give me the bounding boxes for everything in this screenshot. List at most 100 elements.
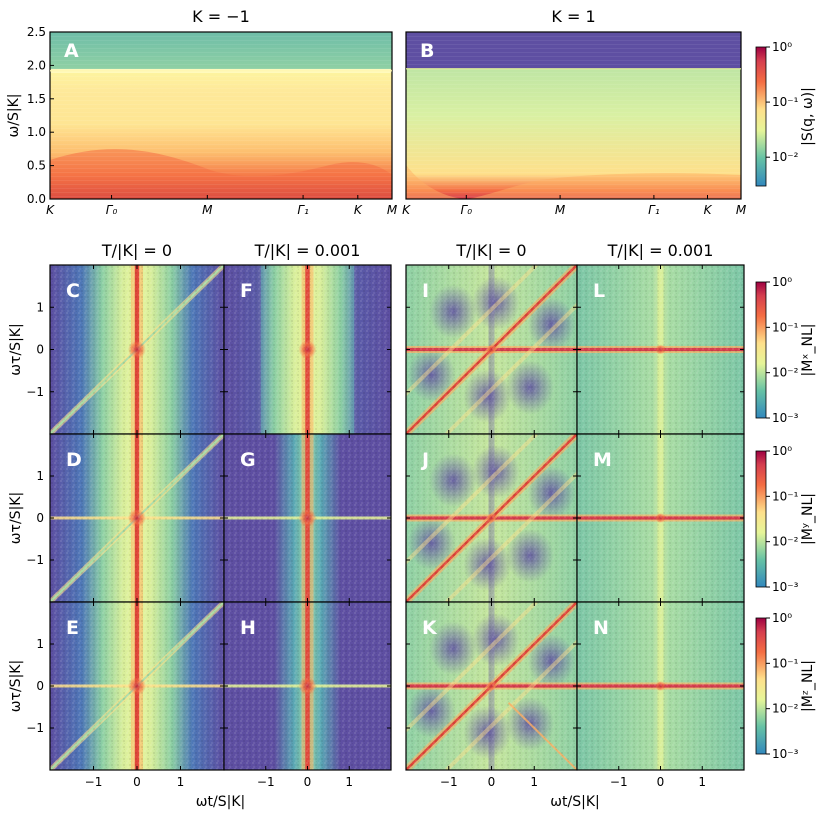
colorbar-label: |Mʸ_NL| [800,493,816,545]
colorbar-tick-label: 10⁻¹ [772,320,799,334]
panel-b-title: K = 1 [551,7,595,26]
x-tick-label: M [555,203,566,217]
panel-label-n: N [593,617,609,639]
x-tick-label: 0 [304,775,312,789]
x-tick-label: M [387,203,398,217]
panel-a [50,32,392,199]
x-tick-label: M [736,203,747,217]
y-tick-label: −1 [26,385,44,399]
panel-label-k: K [422,617,438,639]
panel-a-title: K = −1 [192,7,250,26]
x-tick-label: Γ₁ [648,203,660,217]
x-tick-label: 1 [345,775,353,789]
panel-b [406,32,741,199]
colorbar-s-tick-label: 10⁰ [772,40,792,54]
x-tick-label: Γ₀ [461,203,473,217]
x-tick-label: 1 [530,775,538,789]
panel-a-ylabel: ω/S|K| [6,94,22,138]
colorbar-tick-label: 10⁰ [772,611,792,625]
x-tick-label: −1 [257,775,275,789]
grid-ylabel: ωτ/S|K| [8,660,24,712]
panel-label-e: E [66,617,79,639]
x-tick-label: K [354,203,363,217]
colorbar-label: |Mᶻ_NL| [800,660,816,712]
column-title: T/|K| = 0 [455,241,526,260]
column-title: T/|K| = 0.001 [607,241,714,260]
x-tick-label: 0 [133,775,141,789]
x-tick-label: Γ₁ [297,203,309,217]
y-tick-label: 1 [36,637,44,651]
panel-label-l: L [593,280,605,302]
y-tick-label: 0.5 [27,159,46,173]
panel-e [50,602,224,770]
x-tick-label: 0 [488,775,496,789]
panel-label-b: B [420,40,434,62]
y-tick-label: 2.5 [27,25,46,39]
y-tick-label: −1 [26,721,44,735]
panel-c [50,265,224,434]
panel-n [577,602,744,770]
colorbar-tick-label: 10⁻¹ [772,489,799,503]
colorbar-tick-label: 10⁰ [772,444,792,458]
colorbar-tick-label: 10⁰ [772,275,792,289]
panel-d [50,434,224,602]
panel-label-c: C [66,280,80,302]
y-tick-label: 2.0 [27,58,46,72]
x-tick-label: 0 [657,775,665,789]
x-tick-label: 1 [698,775,706,789]
colorbar-s-tick-label: 10⁻² [772,150,799,164]
panel-label-i: I [422,280,429,302]
y-tick-label: 0 [36,343,44,357]
panel-label-h: H [240,617,256,639]
grid-colorbars: 10⁰ 10⁻¹ 10⁻² 10⁻³ |Mˣ_NL| 10⁰ 10⁻¹ 10⁻² 10⁻³ |Mʸ… [755,275,816,761]
panel-label-j: J [420,449,429,471]
column-title: T/|K| = 0 [101,241,172,260]
colorbar-tick-label: 10⁻³ [772,747,799,761]
colorbar-label: |Mˣ_NL| [800,324,816,377]
panel-label-d: D [66,449,82,471]
y-tick-label: 0 [36,679,44,693]
y-tick-label: 1.5 [27,92,46,106]
panel-m [577,434,744,602]
colorbar-tick-label: 10⁻³ [772,580,799,594]
colorbar-tick-label: 10⁻² [772,535,799,549]
y-tick-label: −1 [26,553,44,567]
grid-ylabel: ωτ/S|K| [8,492,24,544]
colorbar-m0 [755,281,767,419]
x-tick-label: K [704,203,713,217]
y-tick-label: 0 [36,511,44,525]
x-tick-label: −1 [610,775,628,789]
colorbar-tick-label: 10⁻³ [772,411,799,425]
grid-ylabel: ωτ/S|K| [8,323,24,375]
panel-i [406,265,577,434]
colorbar-s [755,46,767,187]
colorbar-tick-label: 10⁻¹ [772,656,799,670]
nonlinear-grid [49,264,745,771]
panel-label-f: F [240,280,253,302]
colorbar-m2 [755,617,767,755]
x-tick-label: −1 [85,775,103,789]
colorbar-tick-label: 10⁻² [772,702,799,716]
colorbar-tick-label: 10⁻² [772,366,799,380]
panel-label-g: G [240,449,256,471]
y-tick-label: 1 [36,469,44,483]
grid-xlabel: ωt/S|K| [550,794,599,810]
x-tick-label: Γ₀ [106,203,118,217]
panel-h [224,602,391,770]
panel-label-a: A [64,40,79,62]
top-axes: K = −1AK Γ₀ M Γ₁ K M0.00.51.01.52.02.5ω/S|K|K… [6,7,816,217]
colorbar-m1 [755,450,767,588]
panel-label-m: M [593,449,612,471]
colorbar-s-label: |S(q, ω)| [800,87,816,146]
x-tick-label: −1 [440,775,458,789]
colorbar-s-tick-label: 10⁻¹ [772,95,799,109]
panel-l [577,265,744,434]
x-tick-label: K [402,203,411,217]
panel-f [224,265,391,434]
panel-j [406,434,577,602]
y-tick-label: 1.0 [27,125,46,139]
column-title: T/|K| = 0.001 [254,241,361,260]
grid-axes: C −1 0 1 F I L D −1 0 1 G J M E −1 0 1 −1 0 1 H −1 0 1 K −1 0 1 N −1 0 1… [8,241,744,810]
x-tick-label: M [202,203,213,217]
